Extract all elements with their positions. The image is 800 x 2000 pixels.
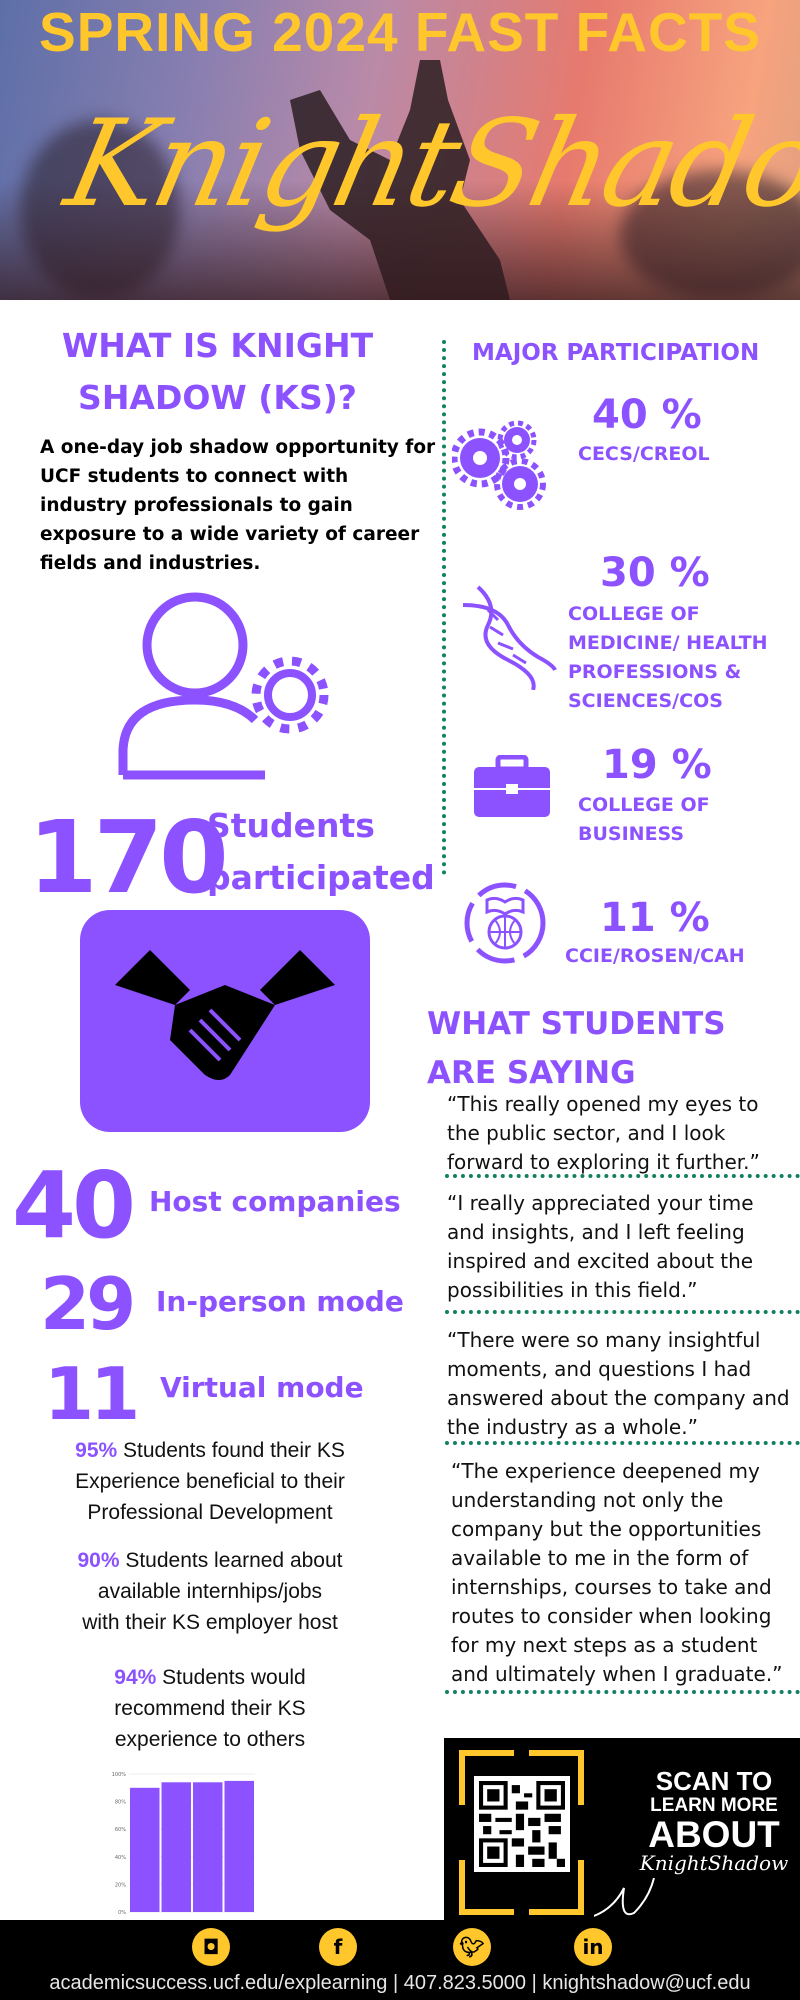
major-pct: 19 % <box>602 742 712 788</box>
virtual-label: Virtual mode <box>160 1371 364 1404</box>
y-tick-label: 20% <box>115 1882 126 1888</box>
outcome-pct: 90% <box>77 1549 120 1572</box>
major-pct: 30 % <box>600 550 710 596</box>
qr-scan-text: SCAN TO <box>655 1766 773 1796</box>
major-pct: 11 % <box>600 895 710 941</box>
qr-about-text: ABOUT <box>648 1814 780 1855</box>
vertical-divider <box>442 340 446 875</box>
host-companies-label: Host companies <box>149 1185 401 1218</box>
contact-info: academicsuccess.ucf.edu/explearning | 40… <box>49 1972 751 1994</box>
outcome-pct: 95% <box>75 1439 118 1462</box>
globe-book-icon <box>464 882 546 964</box>
major-label: CCIE/ROSEN/CAH <box>565 945 745 967</box>
outcome-beneficial: 95% Students found their KS Experience b… <box>0 1435 420 1528</box>
outcomes-bar-chart: 0% 20% 40% 60% 80% 100% <box>112 1772 255 1916</box>
footer: ◘ f 🐦︎ in academicsuccess.ucf.edu/explea… <box>0 1920 800 2000</box>
knightshadow-logo: KnightShadow <box>55 95 800 234</box>
testimonials-heading: WHAT STUDENTS ARE SAYING <box>427 1006 726 1091</box>
bar <box>224 1780 254 1912</box>
qr-code-image <box>479 1781 565 1867</box>
y-tick-label: 100% <box>112 1772 127 1778</box>
qr-panel: SCAN TO LEARN MORE ABOUT KnightShadow <box>444 1738 800 1920</box>
gears-icon <box>452 420 546 510</box>
testimonial-quote: “This really opened my eyes to the publi… <box>447 1092 760 1174</box>
testimonial-quote: “There were so many insightful moments, … <box>447 1328 790 1439</box>
bar <box>161 1782 191 1912</box>
host-companies-count: 40 <box>12 1152 136 1259</box>
in-person-count: 29 <box>40 1262 136 1346</box>
bar <box>193 1782 223 1912</box>
bar <box>130 1787 160 1912</box>
outcome-text: Students learned about available internh… <box>82 1549 343 1634</box>
handshake-tile <box>80 910 370 1132</box>
header-shade <box>0 180 800 300</box>
instagram-icon[interactable]: ◘ <box>192 1928 230 1966</box>
major-label: COLLEGE OF BUSINESS <box>578 794 710 845</box>
quote-divider <box>445 1690 800 1694</box>
qr-frame-icon <box>459 1750 584 1915</box>
handshake-icon <box>115 950 335 1080</box>
outcome-pct: 94% <box>114 1666 157 1689</box>
qr-code[interactable] <box>474 1776 570 1872</box>
major-pct: 40 % <box>592 392 702 438</box>
person-gear-icon <box>118 592 329 780</box>
major-label: COLLEGE OF MEDICINE/ HEALTH PROFESSIONS … <box>568 603 768 712</box>
linkedin-icon[interactable]: in <box>574 1928 612 1966</box>
about-heading: WHAT IS KNIGHT SHADOW (KS)? <box>61 326 374 417</box>
y-tick-label: 40% <box>115 1855 126 1861</box>
outcome-internships: 90% Students learned about available int… <box>0 1545 420 1638</box>
y-tick-label: 60% <box>115 1827 126 1833</box>
twitter-icon[interactable]: 🐦︎ <box>453 1928 491 1966</box>
in-person-label: In-person mode <box>156 1285 404 1318</box>
about-description: A one-day job shadow opportunity for UCF… <box>40 437 436 574</box>
outcome-text: Students found their KS Experience benef… <box>75 1439 345 1524</box>
virtual-count: 11 <box>44 1352 140 1436</box>
qr-brand-text: KnightShadow <box>639 1851 789 1875</box>
major-heading: MAJOR PARTICIPATION <box>472 340 760 366</box>
page-title: SPRING 2024 FAST FACTS <box>39 1 761 63</box>
briefcase-icon <box>474 755 550 817</box>
signature-swirl-icon <box>594 1878 655 1917</box>
quote-divider <box>445 1174 800 1178</box>
outcome-text: Students would recommend their KS experi… <box>114 1666 306 1751</box>
facebook-icon[interactable]: f <box>319 1928 357 1966</box>
testimonial-quote: “I really appreciated your time and insi… <box>447 1191 754 1302</box>
dna-icon <box>462 585 557 690</box>
y-tick-label: 80% <box>115 1800 126 1806</box>
y-tick-label: 0% <box>118 1910 126 1916</box>
testimonial-quote: “The experience deepened my understandin… <box>451 1459 783 1686</box>
qr-learn-text: LEARN MORE <box>650 1795 778 1816</box>
quote-divider <box>445 1441 800 1445</box>
students-label: Students participated <box>207 806 435 897</box>
outcome-recommend: 94% Students would recommend their KS ex… <box>0 1662 420 1755</box>
quote-divider <box>445 1310 800 1314</box>
major-label: CECS/CREOL <box>578 443 710 465</box>
header-banner: SPRING 2024 FAST FACTS KnightShadow <box>0 0 800 300</box>
students-count: 170 <box>28 799 229 916</box>
